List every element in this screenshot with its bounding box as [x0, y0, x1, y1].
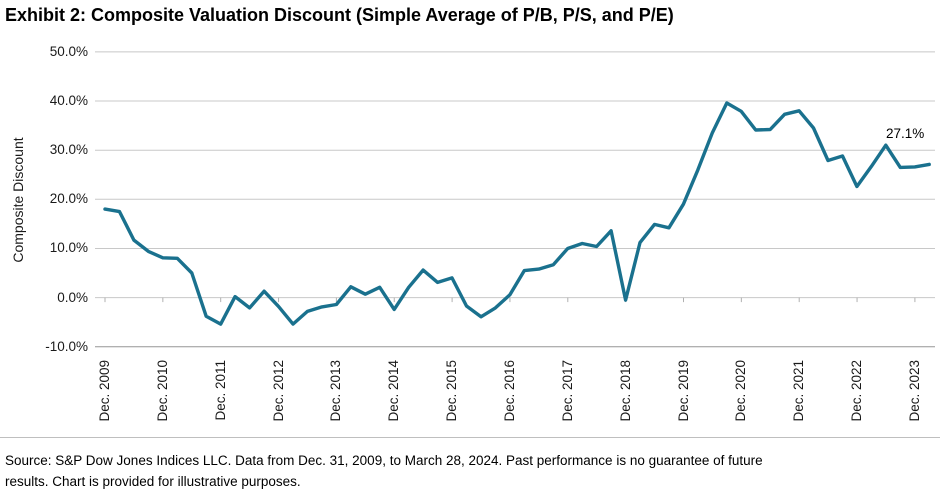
x-axis-tick-label: Dec. 2021: [791, 360, 807, 422]
y-axis-tick-label: 40.0%: [49, 93, 88, 108]
source-text-line2: results. Chart is provided for illustrat…: [5, 474, 301, 489]
x-axis-tick-label: Dec. 2011: [212, 360, 228, 421]
x-axis-tick-label: Dec. 2009: [97, 360, 112, 422]
x-axis-tick-label: Dec. 2016: [501, 360, 517, 422]
source-text-line1: Source: S&P Dow Jones Indices LLC. Data …: [5, 453, 763, 468]
y-axis-tick-label: -10.0%: [45, 338, 88, 354]
x-axis-tick-label: Dec. 2020: [733, 360, 749, 422]
x-axis-tick-label: Dec. 2015: [444, 360, 460, 422]
chart-title: Exhibit 2: Composite Valuation Discount …: [5, 5, 674, 25]
y-axis-tick-label: 10.0%: [49, 240, 88, 256]
x-axis-tick-label: Dec. 2010: [154, 360, 170, 422]
y-axis-tick-label: 0.0%: [57, 289, 88, 305]
x-axis-tick-label: Dec. 2022: [849, 360, 865, 422]
composite-discount-line: [103, 101, 931, 326]
y-axis-tick-label: 30.0%: [49, 142, 88, 158]
x-axis-tick-label: Dec. 2014: [386, 360, 402, 422]
x-axis-tick-label: Dec. 2023: [906, 360, 922, 422]
y-axis-tick-label: 20.0%: [49, 191, 88, 207]
x-axis-tick-label: Dec. 2018: [617, 360, 633, 422]
x-axis-tick-label: Dec. 2017: [559, 360, 575, 422]
x-axis-tick-label: Dec. 2012: [270, 360, 286, 422]
y-axis-tick-label: 50.0%: [49, 43, 88, 59]
footer-divider: [0, 437, 940, 438]
source-text: Source: S&P Dow Jones Indices LLC. Data …: [5, 450, 935, 492]
x-axis-tick-label: Dec. 2019: [675, 360, 691, 422]
x-axis-tick-label: Dec. 2013: [328, 360, 344, 422]
last-data-point-label: 27.1%: [886, 126, 925, 141]
